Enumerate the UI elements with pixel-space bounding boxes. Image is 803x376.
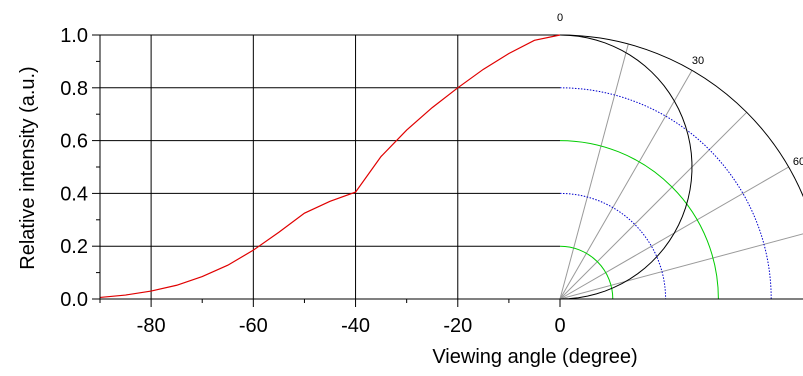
y-tick-label: 1.0 bbox=[60, 25, 88, 47]
y-tick-label: 0.0 bbox=[60, 289, 88, 311]
x-axis-title: Viewing angle (degree) bbox=[432, 346, 637, 368]
polar-ring bbox=[559, 140, 719, 300]
polar-angle-label: 0 bbox=[557, 12, 563, 24]
series-line bbox=[99, 34, 561, 299]
polar-ring bbox=[559, 87, 772, 300]
series-layer bbox=[99, 34, 561, 299]
axes-layer bbox=[92, 34, 803, 307]
y-tick-label: 0.6 bbox=[60, 131, 88, 153]
x-tick-label: -60 bbox=[239, 315, 268, 337]
polar-grid bbox=[559, 34, 803, 300]
polar-ring bbox=[559, 192, 667, 300]
y-tick-label: 0.4 bbox=[60, 183, 88, 205]
y-tick-label: 0.2 bbox=[60, 236, 88, 258]
polar-angle-label: 30 bbox=[692, 55, 704, 67]
polar-spoke bbox=[559, 233, 803, 300]
polar-ring bbox=[559, 34, 803, 198]
cartesian-grid bbox=[100, 34, 560, 299]
polar-spoke bbox=[559, 70, 693, 300]
polar-ring bbox=[559, 245, 614, 300]
polar-spoke bbox=[559, 43, 629, 300]
polar-angle-label: 60 bbox=[793, 156, 803, 168]
x-tick-label: -40 bbox=[341, 315, 370, 337]
y-axis-title: Relative intensity (a.u.) bbox=[17, 66, 39, 269]
labels-layer: 03060900.00.20.40.60.81.0-80-60-40-200Vi… bbox=[17, 12, 803, 368]
polar-spoke bbox=[559, 111, 748, 300]
x-tick-label: -80 bbox=[137, 315, 166, 337]
polar-pattern-curve bbox=[559, 34, 693, 300]
x-tick-label: -20 bbox=[443, 315, 472, 337]
x-tick-label: 0 bbox=[554, 315, 565, 337]
y-tick-label: 0.8 bbox=[60, 78, 88, 100]
